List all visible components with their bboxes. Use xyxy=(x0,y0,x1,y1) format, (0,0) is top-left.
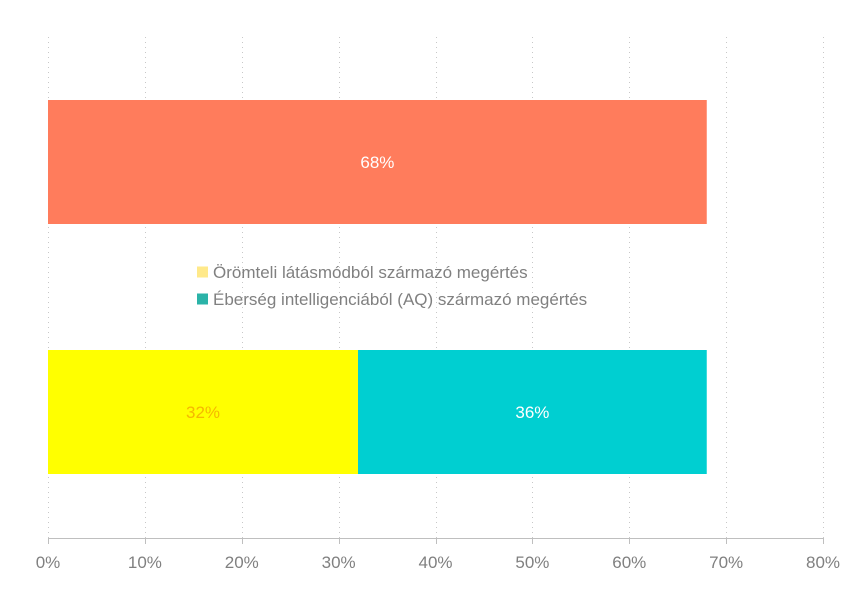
bar-1-segment-1 xyxy=(358,350,707,474)
bars: 68% 32% 36% xyxy=(48,100,707,474)
legend-label-0: Örömteli látásmódból származó megértés xyxy=(213,263,528,282)
x-tick-label-50: 50% xyxy=(515,553,549,572)
x-tick-label-20: 20% xyxy=(225,553,259,572)
bar-1-segment-1-label: 36% xyxy=(515,403,549,422)
x-tick-label-40: 40% xyxy=(418,553,452,572)
x-axis: 0% 10% 20% 30% 40% 50% 60% 70% 80% xyxy=(36,538,840,572)
grid-lines xyxy=(48,37,824,538)
x-tick-label-30: 30% xyxy=(322,553,356,572)
x-tick-label-0: 0% xyxy=(36,553,61,572)
x-tick-label-70: 70% xyxy=(709,553,743,572)
legend-swatch-0 xyxy=(197,266,208,278)
x-tick-label-10: 10% xyxy=(128,553,162,572)
bar-0-segment-0-label: 68% xyxy=(360,153,394,172)
legend-label-1: Éberség intelligenciából (AQ) származó m… xyxy=(213,290,587,309)
x-tick-label-60: 60% xyxy=(612,553,646,572)
bar-0-segment-0 xyxy=(48,100,707,224)
legend-swatch-1 xyxy=(197,293,208,305)
bar-1-segment-0 xyxy=(48,350,358,474)
bar-1-segment-0-label: 32% xyxy=(186,403,220,422)
x-tick-label-80: 80% xyxy=(806,553,840,572)
legend: Örömteli látásmódból származó megértés Éb… xyxy=(197,263,587,309)
